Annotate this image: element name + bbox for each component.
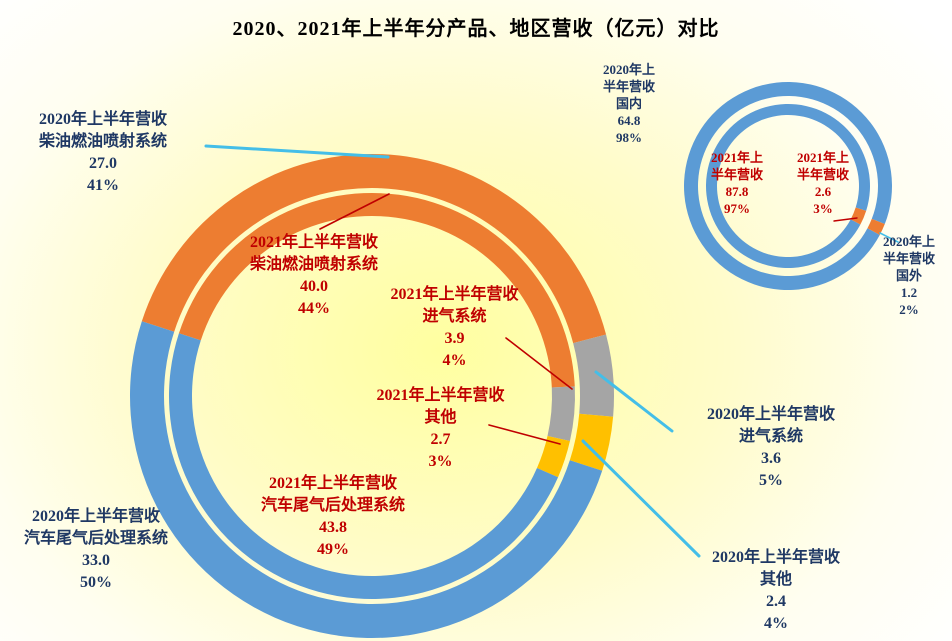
region-revenue-label-2020-domestic-line-3: 64.8 — [617, 113, 641, 128]
product-revenue-label-2021-exhaust-line-3: 49% — [317, 541, 349, 558]
product-revenue-label-2020-exhaust-line-1: 汽车尾气后处理系统 — [23, 530, 168, 547]
product-revenue-label-2021-diesel-line-2: 40.0 — [300, 278, 328, 295]
product-revenue-label-2021-intake-line-3: 4% — [442, 352, 467, 369]
product-revenue-label-2020-diesel: 2020年上半年营收 柴油燃油喷射系统 27.0 41% — [2, 109, 204, 197]
region-revenue-label-2020-foreign-line-3: 1.2 — [900, 285, 918, 300]
product-revenue-label-2020-intake-line-2: 3.6 — [761, 450, 781, 467]
region-revenue-label-2021-foreign-line-1: 半年营收 — [796, 167, 849, 182]
product-revenue-2020-outer-ring-segment-柴油燃油喷射系统[interactable] — [141, 154, 607, 344]
region-revenue-label-2021-domestic-line-2: 87.8 — [725, 184, 749, 199]
product-revenue-label-2021-intake-line-0: 2021年上半年营收 — [390, 286, 519, 303]
product-revenue-label-2020-diesel-line-2: 27.0 — [89, 155, 117, 172]
product-revenue-label-2021-exhaust-line-0: 2021年上半年营收 — [268, 475, 397, 492]
product-revenue-label-2021-diesel: 2021年上半年营收 柴油燃油喷射系统 40.0 44% — [218, 232, 410, 320]
region-revenue-label-2021-foreign-line-0: 2021年上 — [796, 150, 849, 165]
region-revenue-leader-line-0 — [833, 217, 858, 222]
product-revenue-label-2021-exhaust: 2021年上半年营收 汽车尾气后处理系统 43.8 49% — [237, 473, 429, 561]
product-revenue-label-2020-other-line-1: 其他 — [759, 571, 792, 588]
product-revenue-label-2021-other-line-3: 3% — [428, 453, 453, 470]
product-revenue-label-2020-diesel-line-1: 柴油燃油喷射系统 — [38, 133, 167, 150]
product-revenue-label-2021-other-line-2: 2.7 — [430, 431, 451, 448]
product-revenue-label-2021-other-line-1: 其他 — [424, 409, 457, 426]
product-revenue-label-2020-diesel-line-0: 2020年上半年营收 — [38, 111, 167, 128]
region-revenue-leader-line-1 — [879, 232, 899, 243]
product-revenue-label-2020-exhaust-line-0: 2020年上半年营收 — [31, 508, 160, 525]
product-revenue-2020-outer-ring-segment-其他[interactable] — [569, 413, 614, 471]
region-revenue-label-2021-domestic: 2021年上 半年营收 87.8 97% — [701, 149, 773, 217]
product-revenue-label-2021-other-line-0: 2021年上半年营收 — [376, 387, 505, 404]
region-revenue-label-2020-foreign: 2020年上 半年营收国外 1.2 2% — [871, 233, 947, 318]
product-revenue-label-2020-intake-line-1: 进气系统 — [738, 428, 803, 445]
product-revenue-label-2021-diesel-line-3: 44% — [298, 300, 330, 317]
product-revenue-leader-line-1 — [594, 370, 674, 433]
region-revenue-label-2020-domestic-line-2: 国内 — [615, 96, 642, 111]
product-revenue-label-2021-diesel-line-1: 柴油燃油喷射系统 — [249, 256, 378, 273]
product-revenue-2021-inner-ring-segment-其他[interactable] — [536, 435, 570, 478]
product-revenue-2021-inner-ring-segment-进气系统[interactable] — [547, 386, 575, 442]
region-revenue-label-2020-foreign-line-4: 2% — [899, 302, 919, 317]
product-revenue-label-2020-other: 2020年上半年营收 其他 2.4 4% — [678, 547, 874, 635]
region-revenue-label-2020-domestic-line-0: 2020年上 — [602, 62, 655, 77]
product-revenue-label-2020-exhaust-line-3: 50% — [80, 574, 112, 591]
product-revenue-2021-inner-ring-segment-柴油燃油喷射系统[interactable] — [178, 193, 575, 388]
product-revenue-label-2020-intake-line-0: 2020年上半年营收 — [706, 406, 835, 423]
region-revenue-label-2020-domestic-line-4: 98% — [616, 130, 642, 145]
product-revenue-label-2020-exhaust-line-2: 33.0 — [82, 552, 110, 569]
region-revenue-label-2020-domestic: 2020年上 半年营收国内 64.8 98% — [593, 61, 665, 146]
product-revenue-label-2020-intake-line-3: 5% — [759, 472, 783, 489]
product-revenue-label-2020-other-line-2: 2.4 — [766, 593, 786, 610]
product-revenue-leader-line-3 — [319, 193, 390, 230]
region-revenue-label-2021-foreign: 2021年上 半年营收 2.6 3% — [787, 149, 859, 217]
region-revenue-label-2021-foreign-line-3: 3% — [813, 201, 833, 216]
region-revenue-2021-inner-ring-segment-国外[interactable] — [850, 207, 867, 225]
product-revenue-label-2020-intake: 2020年上半年营收 进气系统 3.6 5% — [673, 404, 869, 492]
product-revenue-leader-line-2 — [581, 439, 701, 558]
product-revenue-label-2021-other: 2021年上半年营收 其他 2.7 3% — [363, 385, 518, 473]
product-revenue-label-2021-exhaust-line-2: 43.8 — [319, 519, 347, 536]
product-revenue-leader-line-0 — [204, 144, 390, 159]
product-revenue-label-2020-other-line-3: 4% — [764, 615, 788, 632]
region-revenue-label-2020-foreign-line-2: 国外 — [895, 268, 922, 283]
product-revenue-label-2021-intake: 2021年上半年营收 进气系统 3.9 4% — [377, 284, 532, 372]
product-revenue-leader-line-5 — [488, 424, 561, 445]
product-revenue-label-2021-intake-line-2: 3.9 — [444, 330, 465, 347]
region-revenue-label-2020-foreign-line-1: 半年营收 — [882, 251, 935, 266]
region-revenue-label-2021-domestic-line-0: 2021年上 — [710, 150, 763, 165]
product-revenue-label-2020-exhaust: 2020年上半年营收 汽车尾气后处理系统 33.0 50% — [0, 506, 192, 594]
product-revenue-label-2021-exhaust-line-1: 汽车尾气后处理系统 — [260, 497, 405, 514]
product-revenue-label-2020-diesel-line-3: 41% — [87, 177, 119, 194]
product-revenue-label-2021-intake-line-1: 进气系统 — [422, 308, 487, 325]
region-revenue-label-2021-domestic-line-3: 97% — [724, 201, 750, 216]
product-revenue-2020-outer-ring-segment-进气系统[interactable] — [573, 334, 614, 417]
product-revenue-label-2021-diesel-line-0: 2021年上半年营收 — [249, 234, 378, 251]
chart-title: 2020、2021年上半年分产品、地区营收（亿元）对比 — [232, 18, 720, 40]
region-revenue-2020-outer-ring-segment-国外[interactable] — [867, 218, 885, 235]
region-revenue-label-2021-foreign-line-2: 2.6 — [814, 184, 832, 199]
region-revenue-label-2020-domestic-line-1: 半年营收 — [602, 79, 655, 94]
region-revenue-label-2021-domestic-line-1: 半年营收 — [710, 167, 763, 182]
region-revenue-label-2020-foreign-line-0: 2020年上 — [882, 234, 935, 249]
product-revenue-label-2020-other-line-0: 2020年上半年营收 — [711, 549, 840, 566]
product-revenue-leader-line-4 — [505, 337, 573, 390]
